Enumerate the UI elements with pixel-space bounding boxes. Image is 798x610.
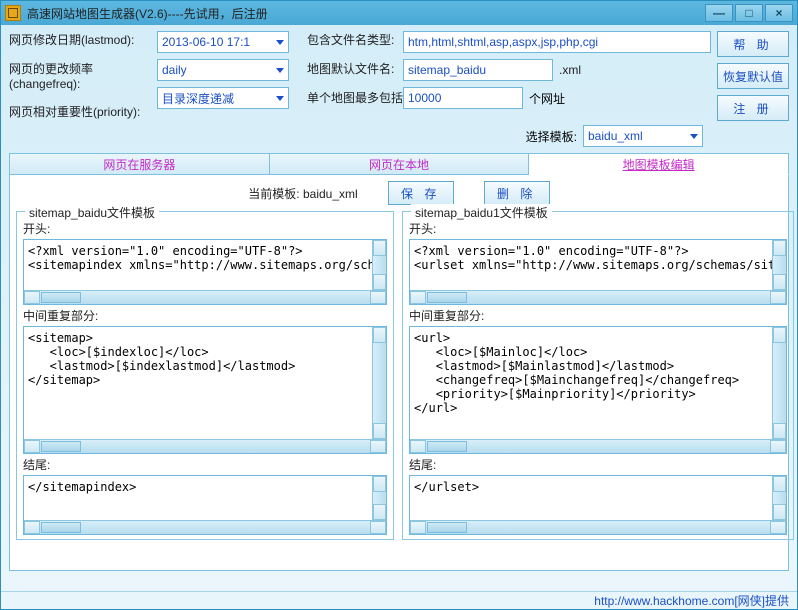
- lastmod-combo[interactable]: 2013-06-10 17:1: [157, 31, 289, 53]
- scrollbar-h[interactable]: [410, 439, 786, 453]
- changefreq-combo[interactable]: daily: [157, 59, 289, 81]
- priority-combo[interactable]: 目录深度递减: [157, 87, 289, 109]
- scrollbar-h[interactable]: [410, 290, 786, 304]
- left-mid-textarea[interactable]: <sitemap> <loc>[$indexloc]</loc> <lastmo…: [23, 326, 387, 454]
- left-head-textarea[interactable]: <?xml version="1.0" encoding="UTF-8"?> <…: [23, 239, 387, 305]
- defaultfile-label: 地图默认文件名:: [307, 60, 403, 77]
- left-legend: sitemap_baidu文件模板: [25, 204, 159, 221]
- help-button[interactable]: 帮 助: [717, 31, 789, 57]
- scrollbar-v[interactable]: [772, 327, 786, 439]
- maxurls-input[interactable]: 10000: [403, 87, 523, 109]
- restore-button[interactable]: 恢复默认值: [717, 63, 789, 89]
- tab-local[interactable]: 网页在本地: [270, 153, 530, 175]
- register-button[interactable]: 注 册: [717, 95, 789, 121]
- scrollbar-v[interactable]: [372, 240, 386, 290]
- scrollbar-h[interactable]: [24, 520, 386, 534]
- left-head-label: 开头:: [23, 220, 387, 237]
- right-tail-label: 结尾:: [409, 456, 787, 473]
- curtmpl-text: 当前模板: baidu_xml: [248, 185, 357, 202]
- maxurls-suffix: 个网址: [529, 90, 565, 107]
- scrollbar-h[interactable]: [24, 290, 386, 304]
- maximize-button[interactable]: □: [735, 4, 763, 22]
- app-window: 高速网站地图生成器(V2.6)----先试用，后注册 — □ × 网页修改日期(…: [0, 0, 798, 610]
- lastmod-label: 网页修改日期(lastmod):: [9, 31, 157, 48]
- titlebar[interactable]: 高速网站地图生成器(V2.6)----先试用，后注册 — □ ×: [1, 1, 797, 25]
- scrollbar-h[interactable]: [24, 439, 386, 453]
- save-button[interactable]: 保 存: [388, 181, 454, 205]
- window-title: 高速网站地图生成器(V2.6)----先试用，后注册: [27, 5, 705, 22]
- priority-label: 网页相对重要性(priority):: [9, 103, 157, 120]
- scrollbar-v[interactable]: [772, 240, 786, 290]
- content-area: 网页修改日期(lastmod): 网页的更改频率(changefreq): 网页…: [1, 25, 797, 591]
- scrollbar-h[interactable]: [410, 520, 786, 534]
- minimize-button[interactable]: —: [705, 4, 733, 22]
- selecttmpl-label: 选择模板:: [526, 128, 577, 145]
- close-button[interactable]: ×: [765, 4, 793, 22]
- app-icon: [5, 5, 21, 21]
- right-mid-label: 中间重复部分:: [409, 307, 787, 324]
- scrollbar-v[interactable]: [772, 476, 786, 520]
- maxurls-label: 单个地图最多包括: [307, 89, 403, 106]
- tab-server[interactable]: 网页在服务器: [9, 153, 270, 175]
- right-tail-textarea[interactable]: </urlset>: [409, 475, 787, 535]
- changefreq-label: 网页的更改频率(changefreq):: [9, 60, 157, 91]
- left-tail-textarea[interactable]: </sitemapindex>: [23, 475, 387, 535]
- right-mid-textarea[interactable]: <url> <loc>[$Mainloc]</loc> <lastmod>[$M…: [409, 326, 787, 454]
- right-panel: sitemap_baidu1文件模板 开头: <?xml version="1.…: [402, 211, 794, 540]
- scrollbar-v[interactable]: [372, 327, 386, 439]
- tab-pane: 当前模板: baidu_xml 保 存 删 除 sitemap_baidu文件模…: [9, 175, 789, 571]
- delete-button[interactable]: 删 除: [484, 181, 550, 205]
- defaultfile-suffix: .xml: [559, 63, 581, 77]
- tabs: 网页在服务器 网页在本地 地图模板编辑: [9, 153, 789, 175]
- left-tail-label: 结尾:: [23, 456, 387, 473]
- right-legend: sitemap_baidu1文件模板: [411, 204, 552, 221]
- include-label: 包含文件名类型:: [307, 31, 403, 48]
- right-head-textarea[interactable]: <?xml version="1.0" encoding="UTF-8"?> <…: [409, 239, 787, 305]
- scrollbar-v[interactable]: [372, 476, 386, 520]
- statusbar: http://www.hackhome.com[网侠]提供: [1, 591, 797, 609]
- right-head-label: 开头:: [409, 220, 787, 237]
- left-panel: sitemap_baidu文件模板 开头: <?xml version="1.0…: [16, 211, 394, 540]
- left-mid-label: 中间重复部分:: [23, 307, 387, 324]
- status-link[interactable]: http://www.hackhome.com[网侠]提供: [594, 592, 789, 609]
- include-input[interactable]: htm,html,shtml,asp,aspx,jsp,php,cgi: [403, 31, 711, 53]
- defaultfile-input[interactable]: sitemap_baidu: [403, 59, 553, 81]
- selecttmpl-combo[interactable]: baidu_xml: [583, 125, 703, 147]
- tab-edit[interactable]: 地图模板编辑: [529, 153, 789, 175]
